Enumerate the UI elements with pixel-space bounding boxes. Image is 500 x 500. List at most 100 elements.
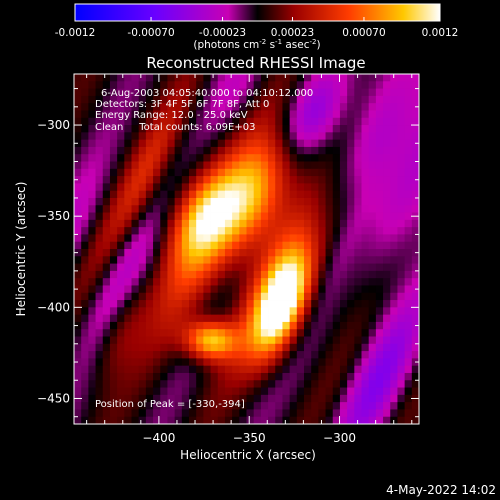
heatmap-cell [347,394,355,403]
heatmap-cell [339,197,348,206]
heatmap-cell [239,154,247,162]
heatmap-cell [81,292,89,301]
heatmap-cell [239,270,247,279]
heatmap-cell [160,249,168,257]
heatmap-cell [160,278,168,286]
heatmap-cell [74,256,82,264]
heatmap-cell [95,81,104,89]
heatmap-cell [411,219,419,228]
heatmap-cell [332,402,341,410]
heatmap-cell [325,416,334,424]
heatmap-cell [160,176,168,184]
heatmap-cell [397,329,406,337]
heatmap-cell [109,205,118,213]
heatmap-cell [411,365,419,374]
heatmap-cell [304,402,312,410]
heatmap-cell [124,95,132,104]
heatmap-cell [232,292,240,301]
heatmap-cell [239,117,247,126]
heatmap-cell [246,409,255,418]
heatmap-cell [275,300,283,308]
heatmap-cell [311,321,319,330]
heatmap-cell [411,402,419,410]
heatmap-cell [117,205,125,213]
heatmap-cell [318,409,326,418]
heatmap-cell [239,285,247,294]
heatmap-cell [347,183,355,192]
heatmap-cell [81,314,89,323]
heatmap-cell [397,176,406,184]
heatmap-cell [383,402,391,410]
heatmap-cell [174,227,183,235]
heatmap-cell [81,343,89,352]
heatmap-cell [81,132,89,141]
heatmap-cell [332,300,341,308]
heatmap-cell [181,183,190,192]
heatmap-cell [189,307,197,316]
heatmap-cell [138,132,147,141]
heatmap-cell [160,365,168,374]
heatmap-cell [174,234,183,243]
heatmap-cell [296,146,305,155]
heatmap-cell [375,176,384,184]
heatmap-cell [325,270,334,279]
heatmap-cell [88,183,96,192]
heatmap-cell [325,241,334,250]
heatmap-cell [347,249,355,257]
heatmap-cell [160,205,168,213]
heatmap-cell [95,190,104,199]
heatmap-cell [124,351,132,359]
heatmap-cell [368,168,377,177]
heatmap-cell [318,402,326,410]
heatmap-cell [217,146,226,155]
heatmap-cell [260,81,269,89]
heatmap-cell [260,285,269,294]
heatmap-cell [167,263,176,272]
heatmap-cell [174,74,183,82]
heatmap-cell [311,81,319,89]
heatmap-cell [109,351,118,359]
heatmap-cell [203,117,211,126]
heatmap-cell [332,117,341,126]
heatmap-cell [260,249,269,257]
heatmap-cell [260,263,269,272]
heatmap-cell [131,321,140,330]
heatmap-cell [361,292,370,301]
heatmap-cell [268,197,276,206]
heatmap-cell [95,365,104,374]
heatmap-cell [383,117,391,126]
heatmap-cell [153,74,161,82]
heatmap-cell [81,176,89,184]
heatmap-cell [88,285,96,294]
heatmap-cell [224,314,233,323]
heatmap-cell [347,234,355,243]
heatmap-cell [361,125,370,133]
heatmap-cell [210,278,219,286]
heatmap-cell [181,409,190,418]
heatmap-cell [88,74,96,82]
heatmap-cell [102,125,111,133]
heatmap-cell [102,219,111,228]
heatmap-cell [160,387,168,396]
heatmap-cell [318,358,326,367]
heatmap-cell [404,321,413,330]
heatmap-cell [260,176,269,184]
heatmap-cell [354,95,362,104]
heatmap-cell [167,234,176,243]
heatmap-cell [81,321,89,330]
heatmap-cell [224,416,233,424]
heatmap-cell [174,146,183,155]
heatmap-cell [289,88,298,97]
heatmap-cell [74,365,82,374]
heatmap-cell [375,351,384,359]
heatmap-cell [131,307,140,316]
heatmap-cell [361,270,370,279]
heatmap-cell [268,409,276,418]
heatmap-cell [88,219,96,228]
heatmap-cell [210,300,219,308]
heatmap-cell [81,285,89,294]
heatmap-cell [268,256,276,264]
heatmap-cell [224,183,233,192]
heatmap-cell [153,285,161,294]
heatmap-cell [117,103,125,111]
